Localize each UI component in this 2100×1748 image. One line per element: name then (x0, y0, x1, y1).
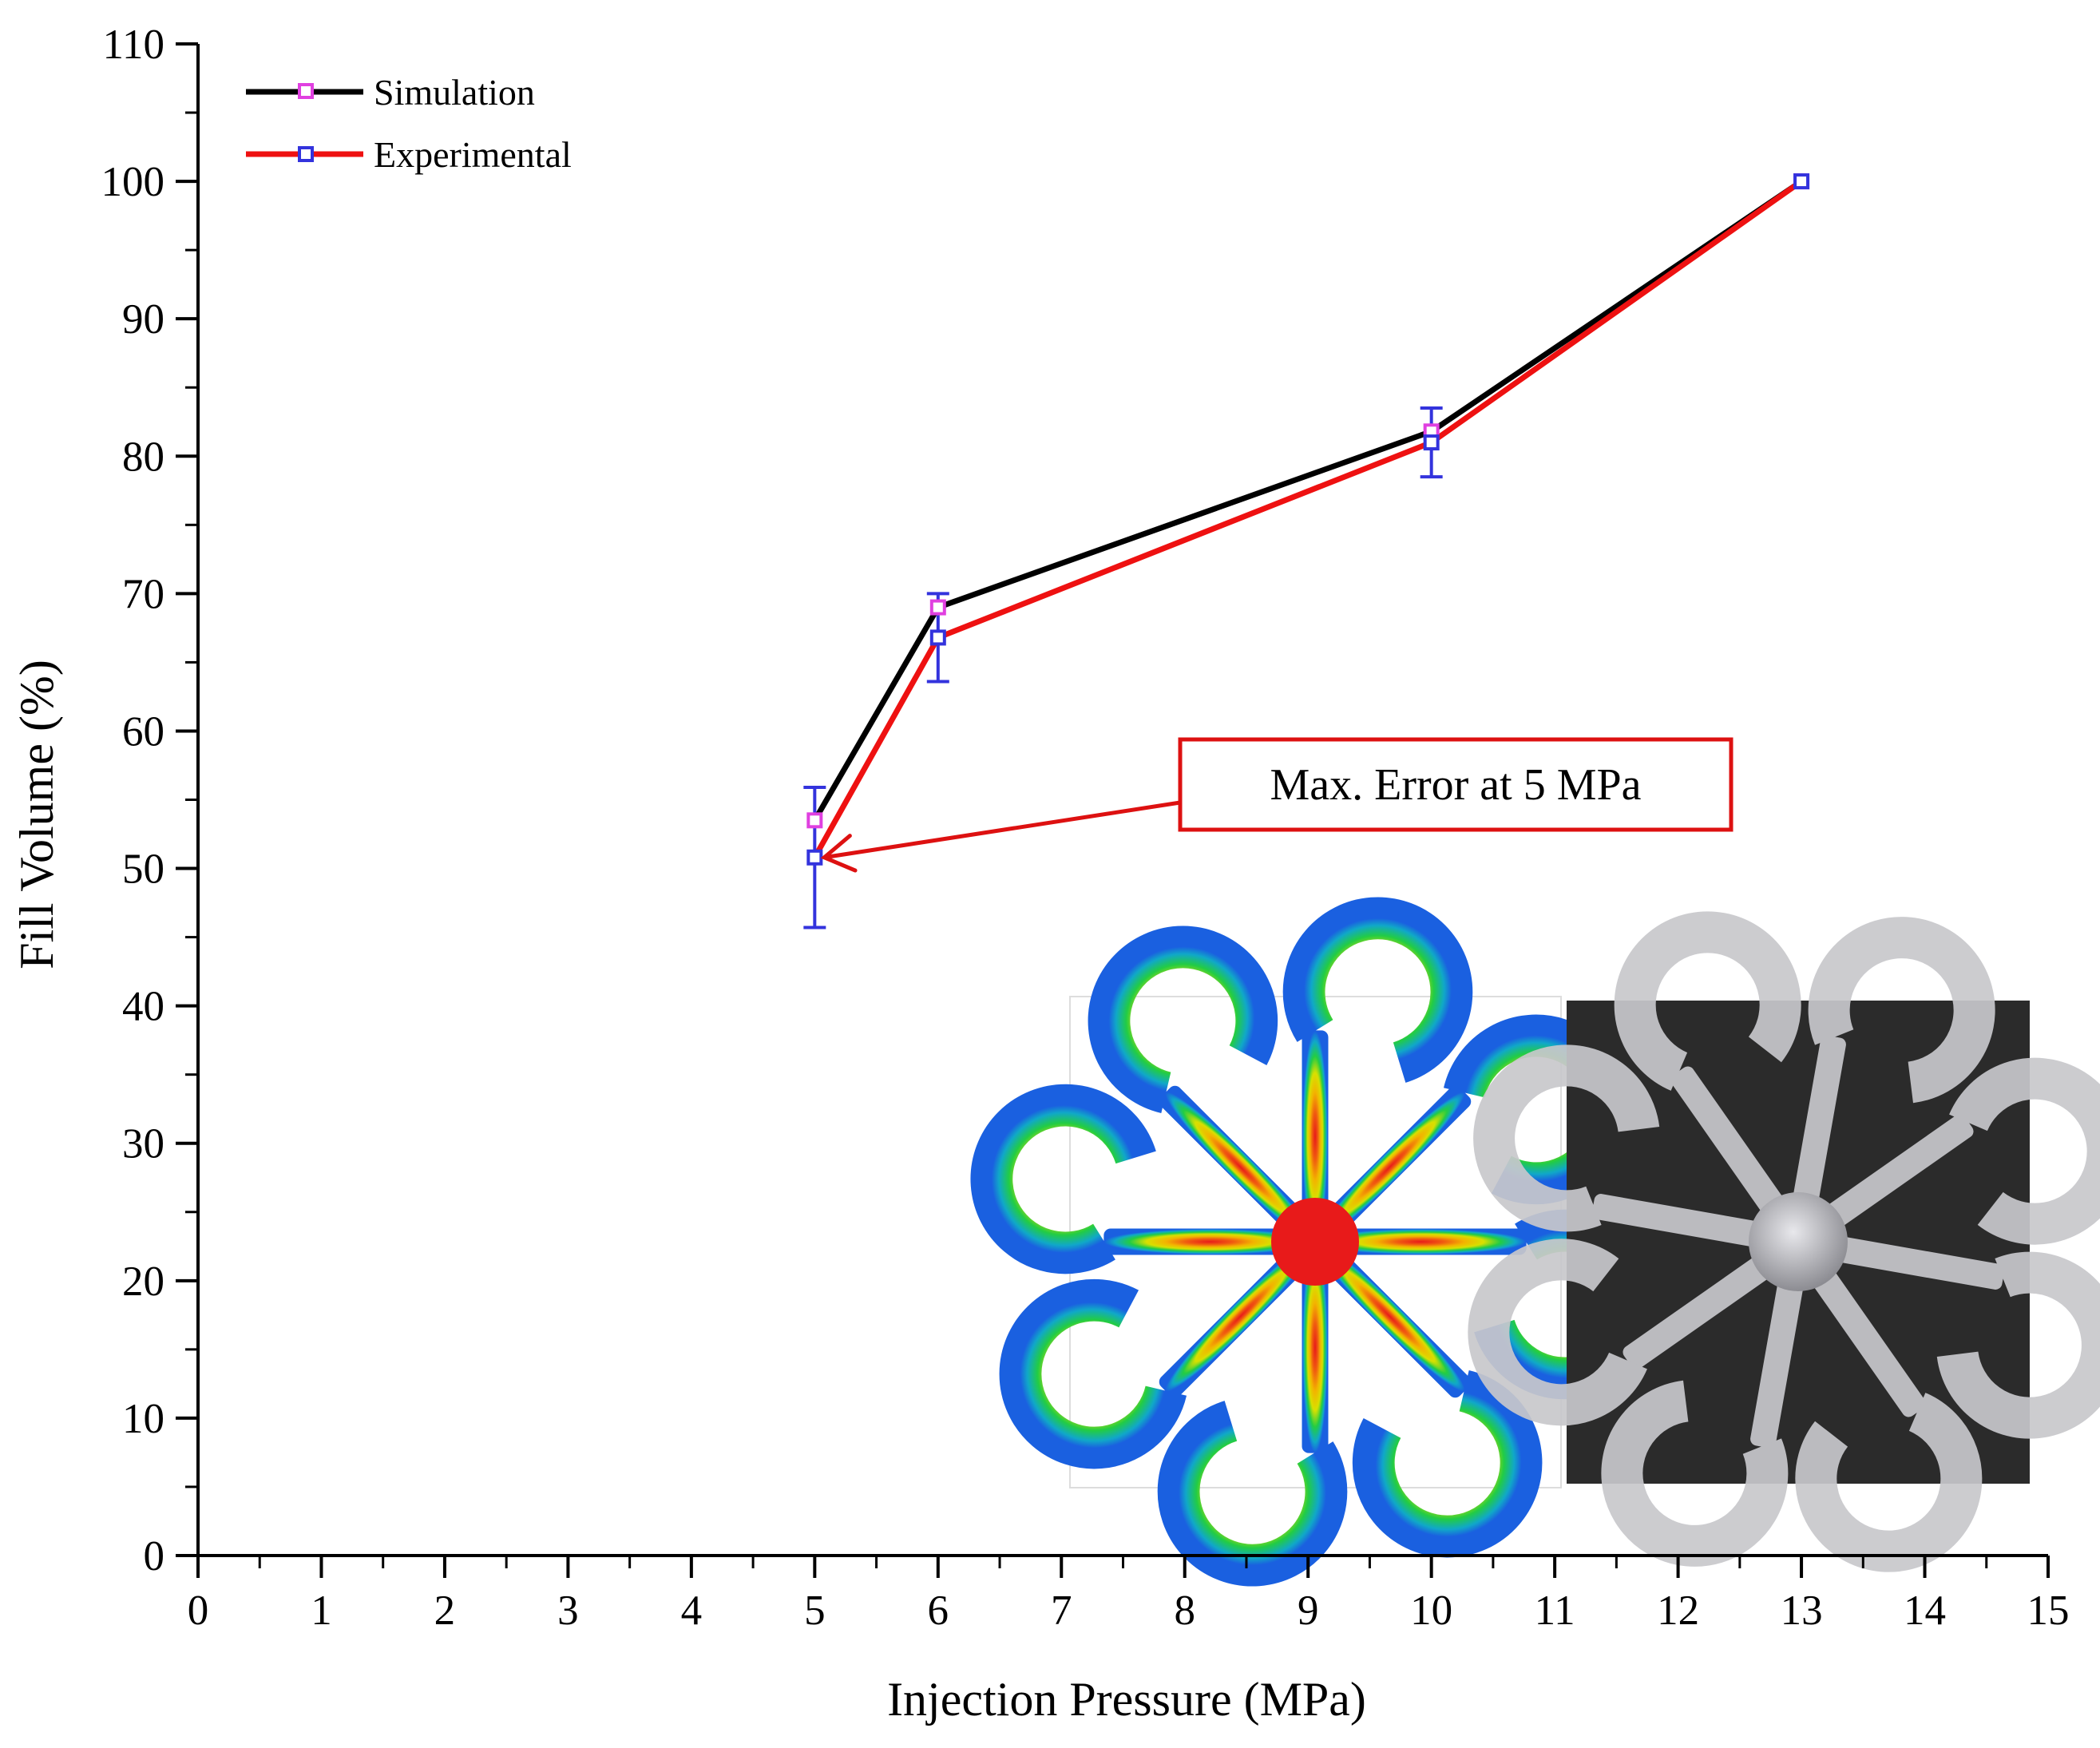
point-simulation (929, 599, 946, 616)
y-tick-label: 50 (122, 846, 164, 893)
y-tick-label: 60 (122, 708, 164, 755)
legend-item-simulation: Simulation (246, 72, 535, 113)
x-tick-label: 11 (1535, 1587, 1575, 1634)
annotation-arrow (823, 800, 1181, 860)
x-tick-label: 15 (2027, 1587, 2070, 1634)
x-tick-label: 7 (1051, 1587, 1072, 1634)
y-tick-label: 20 (122, 1258, 164, 1305)
annotation-box (1178, 737, 1733, 832)
legend: Simulation Experimental (246, 72, 572, 175)
x-tick-label: 10 (1410, 1587, 1452, 1634)
error-bars (803, 406, 1443, 929)
y-tick-label: 70 (122, 571, 164, 617)
annotation-text: Max. Error at 5 MPa (1270, 760, 1641, 810)
legend-item-experimental: Experimental (246, 134, 572, 175)
legend-label-simulation: Simulation (374, 72, 535, 113)
y-tick-label: 110 (102, 22, 164, 68)
x-tick-label: 2 (434, 1587, 456, 1634)
x-tick-label: 4 (681, 1587, 703, 1634)
annotation-arrowhead (820, 834, 858, 873)
y-tick-label: 100 (101, 159, 165, 205)
x-tick-label: 14 (1904, 1587, 1946, 1634)
inset-molded-part-photo (1427, 870, 2100, 1612)
legend-marker-experimental (298, 146, 314, 162)
point-simulation (806, 812, 823, 829)
y-tick-label: 30 (122, 1121, 164, 1167)
point-experimental (806, 849, 823, 866)
x-axis-title: Injection Pressure (MPa) (887, 1673, 1366, 1726)
series-markers (806, 173, 1810, 866)
line-simulation (812, 179, 1804, 822)
x-tick-label: 8 (1174, 1587, 1195, 1634)
x-tick-label: 3 (557, 1587, 579, 1634)
y-tick-label: 90 (122, 296, 164, 343)
x-tick-label: 5 (804, 1587, 826, 1634)
series-lines (812, 179, 1804, 859)
point-experimental (1423, 434, 1440, 451)
line-experimental (812, 179, 1804, 859)
point-experimental (1793, 173, 1810, 190)
legend-marker-simulation (298, 83, 314, 99)
y-axis-title: Fill Volume (%) (10, 660, 63, 969)
sprue-hub (1749, 1192, 1848, 1291)
annotation: Max. Error at 5 MPa (820, 737, 1733, 873)
x-tick-label: 6 (928, 1587, 949, 1634)
y-tick-label: 40 (122, 984, 164, 1030)
y-tick-label: 0 (144, 1533, 165, 1580)
y-tick-label: 10 (122, 1396, 164, 1442)
y-tick-label: 80 (122, 434, 164, 480)
x-tick-label: 0 (188, 1587, 209, 1634)
inset-simulation-contour (990, 917, 1641, 1568)
x-tick-label: 12 (1657, 1587, 1699, 1634)
legend-label-experimental: Experimental (374, 134, 572, 175)
point-experimental (929, 629, 946, 646)
x-tick-label: 13 (1781, 1587, 1823, 1634)
x-tick-label: 1 (311, 1587, 332, 1634)
x-tick-label: 9 (1298, 1587, 1319, 1634)
